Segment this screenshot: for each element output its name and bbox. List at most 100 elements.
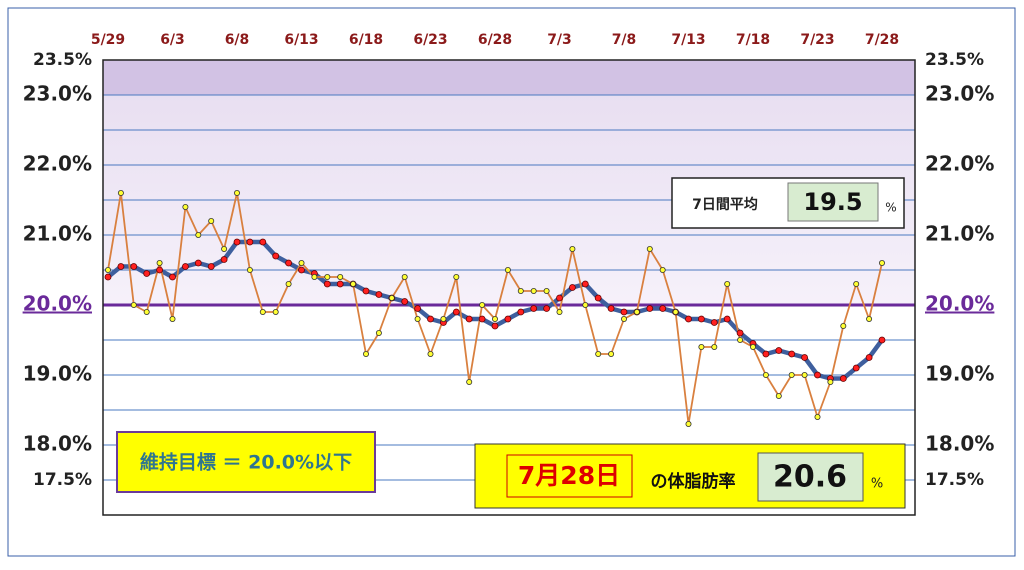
average-point (104, 273, 112, 281)
average-point (852, 364, 860, 372)
average-point (323, 280, 331, 288)
daily-point (556, 308, 563, 315)
daily-point (814, 413, 821, 420)
average-point (504, 315, 512, 323)
average-point (607, 305, 615, 312)
latest-date: 7月28日 (518, 461, 620, 490)
average-point (194, 259, 202, 267)
average-point (736, 329, 744, 337)
daily-point (311, 273, 318, 280)
x-tick-label: 6/8 (225, 32, 250, 48)
y2-tick-label: 21.0% (925, 222, 994, 246)
daily-point (143, 308, 150, 315)
daily-point (517, 287, 524, 294)
daily-point (221, 245, 228, 252)
daily-point (479, 301, 486, 308)
average-point (285, 259, 293, 267)
daily-point (272, 308, 279, 315)
average-point (375, 291, 383, 298)
daily-point (324, 273, 331, 280)
average-point (207, 263, 215, 270)
average-point (620, 308, 628, 316)
daily-point (633, 308, 640, 315)
daily-point (569, 245, 576, 252)
daily-point (130, 301, 137, 308)
x-tick-label: 6/23 (413, 32, 447, 48)
average-point (788, 350, 796, 358)
x-tick-label: 7/3 (547, 32, 572, 48)
daily-point (233, 189, 240, 196)
latest-value: 20.6 (773, 460, 847, 495)
daily-point (608, 350, 615, 357)
y2-tick-label: 23.5% (925, 50, 984, 70)
average-point (143, 270, 151, 277)
daily-point (156, 259, 163, 266)
average-point (117, 263, 125, 270)
x-tick-label: 5/29 (91, 32, 125, 48)
y-tick-label: 23.0% (23, 82, 92, 106)
average-point (517, 308, 525, 316)
daily-point (801, 371, 808, 378)
average-point (401, 298, 409, 305)
top-zone (103, 60, 915, 95)
daily-point (259, 308, 266, 315)
average-point (646, 305, 654, 312)
daily-point (659, 266, 666, 273)
daily-point (737, 336, 744, 343)
daily-point (453, 273, 460, 280)
avg-value-box (787, 182, 879, 222)
daily-point (195, 231, 202, 238)
target-text: 維持目標 ＝ 20.0%以下 (140, 451, 352, 474)
average-point (865, 354, 873, 361)
y2-tick-label: 22.0% (925, 152, 994, 176)
x-tick-label: 6/18 (349, 32, 383, 48)
daily-point (440, 315, 447, 322)
daily-point (117, 189, 124, 196)
daily-point (621, 315, 628, 322)
target-box (116, 431, 376, 493)
x-tick-label: 6/13 (284, 32, 318, 48)
average-point (220, 256, 228, 263)
x-tick-label: 6/28 (478, 32, 512, 48)
average-point (452, 308, 460, 316)
average-point (762, 350, 770, 358)
daily-point (375, 329, 382, 336)
avg-unit: % (885, 201, 896, 215)
daily-point (724, 280, 731, 287)
daily-point (337, 273, 344, 280)
average-point (298, 266, 305, 274)
average-point (569, 284, 576, 291)
daily-point (853, 280, 860, 287)
y2-tick-label: 18.0% (925, 432, 994, 456)
y-tick-label: 17.5% (33, 470, 92, 490)
daily-point (298, 259, 305, 266)
y-tick-label: 18.0% (23, 432, 92, 456)
avg-value: 19.5 (803, 188, 862, 216)
x-tick-label: 7/8 (612, 32, 637, 48)
daily-point (672, 308, 679, 315)
average-point (710, 319, 718, 326)
average-point (414, 305, 422, 312)
average-point (427, 315, 434, 323)
y2-tick-label: 23.0% (925, 82, 994, 106)
average-point (259, 238, 267, 246)
daily-point (427, 350, 434, 357)
daily-point (582, 301, 589, 308)
average-point (233, 238, 241, 246)
average-point (543, 305, 550, 312)
average-point (491, 322, 499, 330)
average-point (246, 238, 254, 246)
plot-border (102, 59, 916, 516)
daily-point (879, 259, 886, 266)
daily-point (169, 315, 176, 322)
average-point (659, 305, 667, 312)
y-tick-label: 21.0% (23, 222, 92, 246)
y-tick-label: 19.0% (23, 362, 92, 386)
latest-label: の体脂肪率 (651, 471, 736, 492)
y2-tick-label: 17.5% (925, 470, 984, 490)
daily-point (530, 287, 537, 294)
daily-point (246, 266, 253, 273)
daily-point (285, 280, 292, 287)
x-tick-label: 7/13 (671, 32, 705, 48)
